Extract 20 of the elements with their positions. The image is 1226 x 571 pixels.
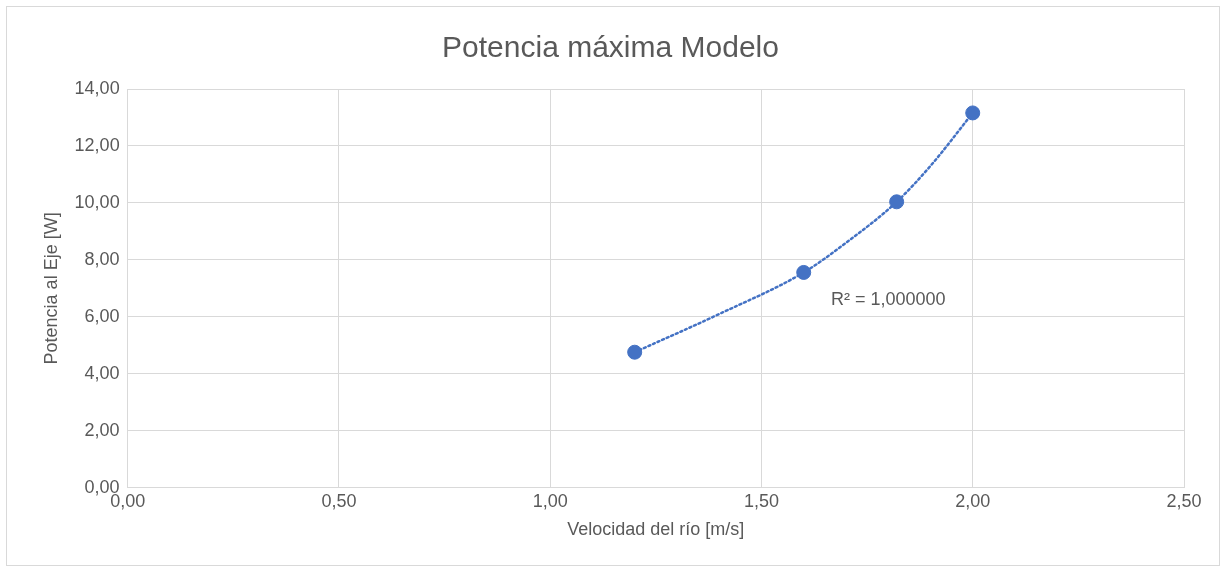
y-tick-label: 10,00 — [74, 191, 120, 212]
y-tick-label: 12,00 — [74, 134, 120, 155]
point — [627, 344, 643, 360]
x-tick-label: 1,50 — [743, 490, 779, 511]
y-tick-label: 4,00 — [84, 362, 120, 383]
x-tick-label: 0,50 — [321, 490, 357, 511]
annotation: R² = 1,000000 — [830, 289, 946, 310]
y-tick-label: 2,00 — [84, 419, 120, 440]
point — [796, 264, 812, 280]
y-axis-title: Potencia al Eje [W] — [40, 212, 61, 365]
x-axis-title: Velocidad del río [m/s] — [567, 519, 745, 540]
point — [889, 194, 905, 210]
chart-title: Potencia máxima Modelo — [442, 30, 779, 64]
y-tick-label: 6,00 — [84, 305, 120, 326]
point — [965, 105, 981, 121]
x-tick-label: 1,00 — [532, 490, 568, 511]
x-tick-label: 2,50 — [1166, 490, 1202, 511]
y-tick-label: 14,00 — [74, 77, 120, 98]
x-tick-label: 2,00 — [955, 490, 991, 511]
y-tick-label: 8,00 — [84, 248, 120, 269]
